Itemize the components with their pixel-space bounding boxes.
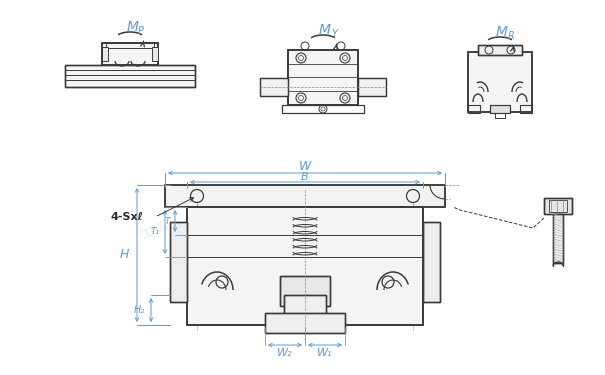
Bar <box>423 222 440 302</box>
Bar <box>288 50 358 105</box>
Text: H: H <box>120 249 129 261</box>
Bar <box>288 50 358 105</box>
Bar <box>468 52 532 112</box>
Bar <box>265 313 345 333</box>
Bar <box>553 214 563 263</box>
Text: W₁: W₁ <box>317 348 333 358</box>
Bar <box>284 295 326 315</box>
Bar <box>65 65 195 87</box>
Bar <box>102 43 158 65</box>
Text: 维威达传动: 维威达传动 <box>141 220 169 240</box>
Bar <box>187 207 423 325</box>
Bar <box>106 43 154 48</box>
Bar <box>260 78 288 96</box>
Bar <box>544 198 572 214</box>
Text: M: M <box>127 20 139 34</box>
Bar <box>170 222 187 302</box>
Text: W: W <box>299 159 311 172</box>
Bar <box>553 214 563 263</box>
Bar <box>265 313 345 333</box>
Bar <box>478 45 522 55</box>
Bar <box>495 113 505 118</box>
Text: H₂: H₂ <box>134 305 145 315</box>
Bar <box>549 200 567 212</box>
Bar <box>478 45 522 55</box>
Bar <box>282 105 364 113</box>
Text: R: R <box>508 31 514 41</box>
Bar <box>165 185 445 207</box>
Bar <box>280 276 330 306</box>
Text: 4-Sxℓ: 4-Sxℓ <box>110 212 143 222</box>
Bar <box>490 105 510 113</box>
Bar <box>165 185 445 207</box>
Bar <box>468 52 532 112</box>
Bar <box>468 105 480 113</box>
Bar <box>102 47 108 61</box>
Bar <box>65 65 195 87</box>
Bar <box>102 43 158 65</box>
Text: M: M <box>496 25 508 39</box>
Bar <box>358 78 386 96</box>
Text: T: T <box>165 216 170 225</box>
Text: 维威达传动: 维威达传动 <box>316 210 344 230</box>
Bar <box>520 105 532 113</box>
Text: Y: Y <box>331 29 337 39</box>
Text: 维威达传动: 维威达传动 <box>216 260 244 280</box>
Bar <box>423 222 440 302</box>
Bar <box>170 222 187 302</box>
Text: B: B <box>301 172 309 182</box>
Bar <box>358 78 386 96</box>
Text: T₁: T₁ <box>151 228 160 237</box>
Bar <box>280 276 330 306</box>
Bar <box>490 105 510 113</box>
Text: P: P <box>138 26 144 36</box>
Text: M: M <box>319 23 331 37</box>
Bar <box>284 295 326 315</box>
Bar <box>187 207 423 325</box>
Bar <box>152 47 158 61</box>
Text: W₂: W₂ <box>277 348 293 358</box>
Bar <box>260 78 288 96</box>
Bar <box>544 198 572 214</box>
